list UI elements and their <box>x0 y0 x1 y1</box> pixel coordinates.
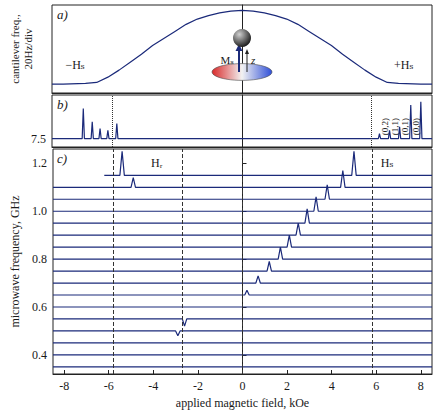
svg-text:b): b) <box>57 97 68 112</box>
svg-text:(0,0): (0,0) <box>411 118 421 135</box>
svg-text:(0,2): (0,2) <box>380 118 390 135</box>
svg-text:Hₛ: Hₛ <box>381 156 394 170</box>
svg-text:-4: -4 <box>148 379 158 393</box>
svg-text:0.8: 0.8 <box>32 252 47 266</box>
svg-text:20Hz/div: 20Hz/div <box>22 28 34 69</box>
svg-text:7.5: 7.5 <box>31 132 46 146</box>
svg-text:a): a) <box>57 7 68 22</box>
svg-text:c): c) <box>57 151 67 166</box>
svg-text:-2: -2 <box>193 379 203 393</box>
svg-text:applied magnetic field, kOe: applied magnetic field, kOe <box>176 396 309 410</box>
svg-text:cantilever freq.,: cantilever freq., <box>9 14 21 84</box>
svg-text:8: 8 <box>418 379 424 393</box>
svg-text:Hᵣ: Hᵣ <box>151 156 163 170</box>
svg-text:microwave frequency, GHz: microwave frequency, GHz <box>8 195 22 327</box>
svg-text:z: z <box>250 54 256 66</box>
svg-text:Mₛ: Mₛ <box>221 54 235 66</box>
svg-text:0.4: 0.4 <box>32 348 47 362</box>
svg-text:(1,1): (1,1) <box>390 118 400 135</box>
svg-text:6: 6 <box>373 379 379 393</box>
svg-text:0.6: 0.6 <box>32 300 47 314</box>
svg-text:4: 4 <box>329 379 335 393</box>
svg-text:0: 0 <box>240 379 246 393</box>
svg-text:−Hₛ: −Hₛ <box>65 58 84 72</box>
svg-text:1.0: 1.0 <box>32 204 47 218</box>
svg-text:-6: -6 <box>104 379 114 393</box>
svg-text:(0,1): (0,1) <box>400 118 410 135</box>
svg-text:+Hₛ: +Hₛ <box>394 58 413 72</box>
svg-text:-8: -8 <box>59 379 69 393</box>
svg-text:1.2: 1.2 <box>32 156 47 170</box>
svg-text:2: 2 <box>284 379 290 393</box>
